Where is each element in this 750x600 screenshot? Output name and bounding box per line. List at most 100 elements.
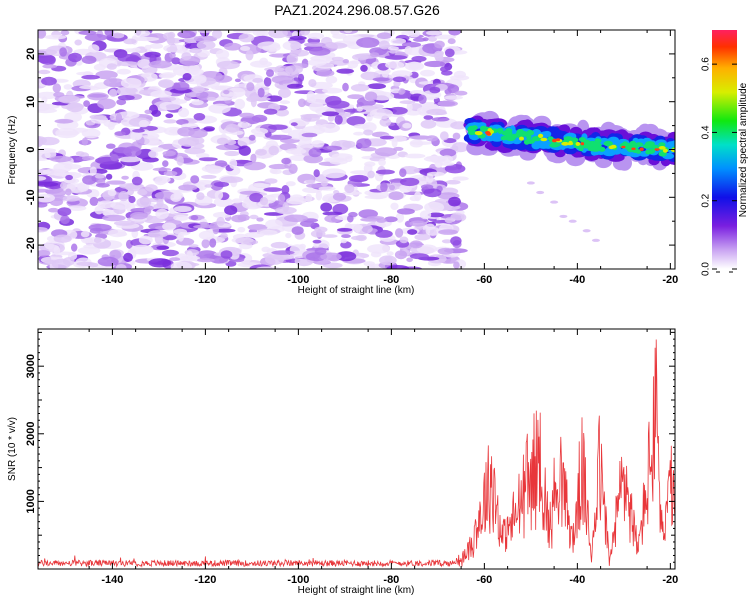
noise-blob <box>121 175 129 180</box>
noise-blob <box>197 258 215 263</box>
noise-blob <box>286 196 307 205</box>
spectrogram-x-label: Height of straight line (km) <box>298 285 415 296</box>
noise-blob <box>301 132 318 138</box>
noise-blob <box>188 128 208 138</box>
noise-blob <box>38 227 48 233</box>
signal-blob <box>526 129 535 136</box>
noise-blob <box>290 122 298 127</box>
noise-blob <box>248 134 256 141</box>
noise-blob <box>259 229 278 236</box>
noise-blob <box>367 170 375 179</box>
noise-blob <box>337 228 353 232</box>
noise-blob <box>212 224 220 235</box>
noise-blob <box>110 201 132 210</box>
noise-blob <box>106 180 126 185</box>
noise-blob <box>245 203 264 208</box>
noise-blob <box>173 228 188 235</box>
noise-blob <box>176 119 189 125</box>
snr-x-tick-label: -40 <box>569 574 585 586</box>
noise-blob <box>343 30 353 34</box>
spectrogram-y-tick-label: 0 <box>25 146 37 152</box>
noise-blob <box>306 91 315 102</box>
noise-blob <box>407 229 418 235</box>
snr-frame <box>37 328 676 570</box>
noise-blob <box>408 61 421 70</box>
noise-blob <box>214 190 224 200</box>
noise-blob <box>57 207 72 217</box>
noise-blob <box>237 122 252 129</box>
noise-blob <box>186 250 193 261</box>
noise-blob <box>148 60 172 69</box>
noise-blob <box>263 108 278 115</box>
noise-blob <box>189 47 202 54</box>
noise-blob <box>300 113 323 118</box>
noise-blob <box>314 226 328 233</box>
snr-y-tick-label: 1000 <box>25 489 37 513</box>
noise-blob <box>165 113 174 119</box>
noise-blob <box>444 48 455 58</box>
noise-blob <box>418 94 427 105</box>
noise-blob <box>162 222 177 231</box>
noise-blob <box>309 47 331 56</box>
signal-blob <box>525 139 535 145</box>
signal-blob <box>631 147 636 151</box>
signal-blob <box>602 149 617 157</box>
noise-blob <box>409 253 429 260</box>
noise-blob <box>208 103 231 114</box>
noise-blob <box>278 88 291 98</box>
noise-blob <box>107 189 117 197</box>
snr-ticks: -140 -120 -100 -80 -60 -40 -20 1000 2000 3000 <box>25 329 678 586</box>
signal-blob <box>583 143 593 149</box>
noise-blob <box>281 157 291 165</box>
signal-blob <box>487 128 493 133</box>
spectrogram-x-tick-label: -20 <box>662 274 678 286</box>
noise-blob <box>204 184 213 188</box>
noise-blob <box>170 193 182 202</box>
noise-blob <box>375 229 393 238</box>
noise-blob <box>387 46 399 51</box>
signal-faint-blob <box>568 219 577 223</box>
noise-blob <box>82 175 97 185</box>
noise-blob <box>152 175 171 184</box>
noise-blob <box>264 178 278 184</box>
snr-x-tick-label: -140 <box>101 574 123 586</box>
noise-blob <box>206 96 217 101</box>
signal-blob <box>654 148 660 151</box>
noise-blob <box>203 126 215 132</box>
noise-blob <box>452 176 469 181</box>
noise-blob <box>304 42 326 48</box>
noise-blob <box>178 107 190 118</box>
noise-blob <box>84 33 108 42</box>
noise-blob <box>408 30 421 38</box>
noise-blob <box>386 265 410 269</box>
noise-blob <box>224 205 238 216</box>
noise-blob <box>364 194 388 200</box>
signal-blob <box>646 149 653 155</box>
noise-blob <box>104 30 114 37</box>
noise-blob <box>161 249 179 257</box>
noise-blob <box>308 148 322 158</box>
noise-blob <box>312 239 322 244</box>
signal-band-layer <box>485 131 660 151</box>
noise-blob <box>437 100 458 107</box>
noise-blob <box>370 52 380 58</box>
signal-blob <box>526 134 532 140</box>
noise-blob <box>63 84 73 90</box>
noise-blob <box>287 83 304 89</box>
noise-blob <box>88 223 112 232</box>
noise-blob <box>233 30 257 34</box>
noise-blob <box>316 69 335 77</box>
signal-blob <box>474 131 483 136</box>
noise-blob <box>243 161 266 171</box>
signal-blob <box>590 146 601 152</box>
noise-blob <box>390 38 407 45</box>
spectrogram-y-label: Frequency (Hz) <box>7 116 18 185</box>
noise-blob <box>444 95 463 100</box>
noise-blob <box>399 168 407 178</box>
noise-blob <box>401 41 422 48</box>
noise-blob <box>89 166 97 176</box>
noise-blob <box>441 155 453 163</box>
noise-blob <box>215 49 230 60</box>
noise-blob <box>369 108 394 119</box>
